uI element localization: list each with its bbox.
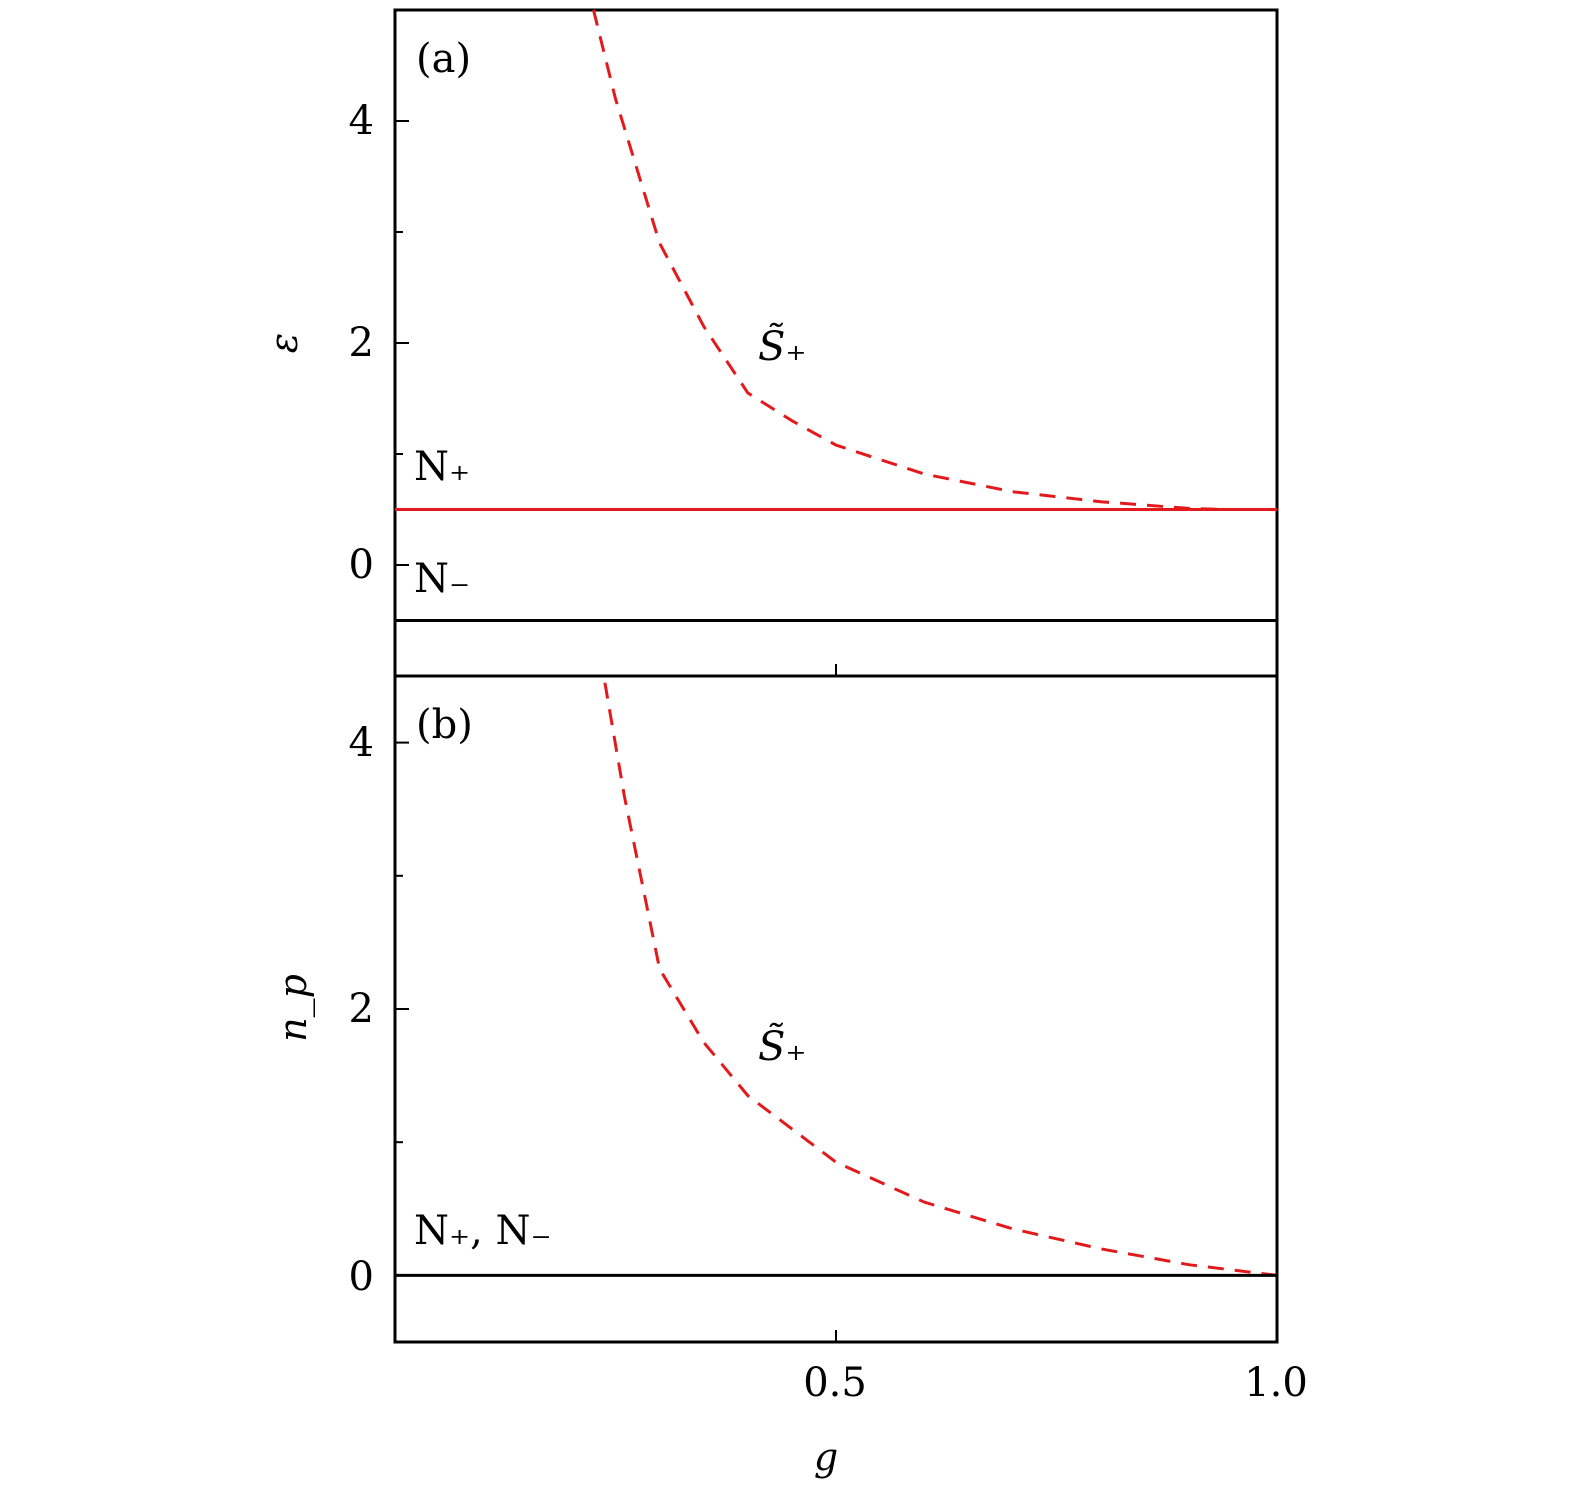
panel-a-series [395,9,1277,622]
panel-b-ytick-4: 4 [349,720,374,766]
panel-b-ytick-0: 0 [349,1254,374,1300]
panel-b: (b) 4 2 0 0.5 1.0 n_p g S̃₊ N₊, N₋ [271,674,1308,1479]
panel-b-ylabel: n_p [271,974,316,1042]
panel-b-s-plus-label: S̃₊ [758,1023,807,1070]
panel-a-s-plus-label: S̃₊ [758,323,807,370]
panel-a-ylabel: ε [262,333,306,353]
series-line-a-0 [592,9,1225,511]
panel-b-series [395,682,1278,1277]
panel-a-n-plus-label: N₊ [414,444,470,490]
series-line-b-0 [603,682,1278,1277]
panel-b-ytick-2: 2 [349,986,374,1032]
x-axis-label: g [814,1435,838,1479]
panel-a: (a) 4 2 0 ε S̃₊ N₊ N₋ [262,8,1279,678]
panel-b-tag: (b) [416,702,473,748]
panel-a-ytick-0: 0 [349,542,374,588]
panel-a-tag: (a) [416,36,471,82]
panel-a-ytick-4: 4 [349,98,374,144]
panel-a-annotation-s-plus: S̃₊ [758,323,807,370]
panel-b-n-label: N₊, N₋ [414,1208,552,1254]
panel-a-ytick-2: 2 [349,320,374,366]
panel-a-ticks [395,120,837,676]
panel-a-frame [393,8,1279,678]
panel-b-xtick-0-5: 0.5 [803,1360,867,1406]
panel-a-n-minus-label: N₋ [414,556,470,602]
panel-b-xtick-1-0: 1.0 [1244,1360,1308,1406]
